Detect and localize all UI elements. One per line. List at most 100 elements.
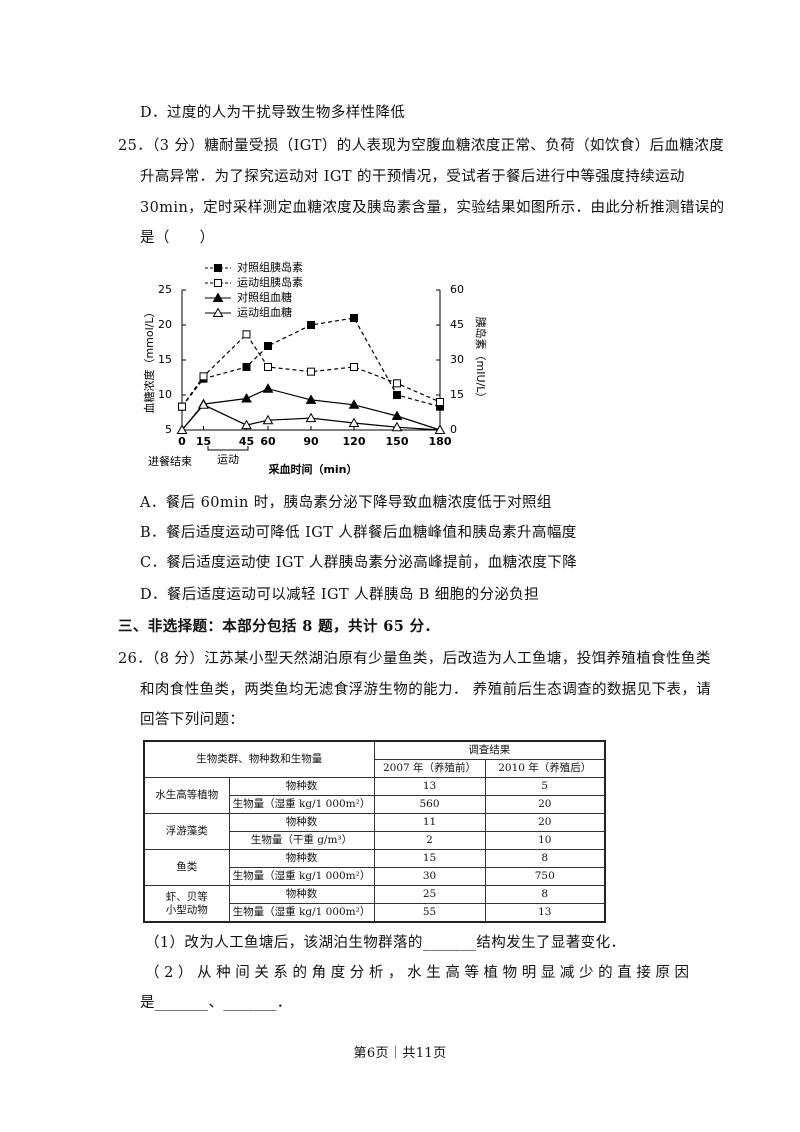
- header-cell: 调查结果: [373, 740, 606, 760]
- table-value: 20: [484, 795, 606, 814]
- row-label: 物种数: [228, 777, 375, 796]
- table-value: 30: [373, 867, 486, 886]
- series-line: [181, 333, 441, 408]
- x-tick-label: 60: [260, 435, 276, 448]
- marker: [434, 424, 446, 434]
- header-row: 2007 年（养殖前） 2010 年（养殖后）: [144, 759, 606, 778]
- table-value: 560: [373, 795, 486, 814]
- marker: [391, 421, 403, 432]
- marker: [178, 402, 186, 411]
- question-text: 26．（8 分）江苏某小型天然湖泊原有少量鱼类，后改造为人工鱼塘，投饵养殖植食性…: [118, 651, 711, 667]
- bracket: [207, 446, 249, 451]
- table-row: 浮游藻类 物种数 11 20: [143, 813, 606, 850]
- x-tick-label: 90: [303, 435, 319, 448]
- marker: [393, 379, 401, 388]
- header-cell: 生物类群、物种数和生物量: [143, 740, 375, 778]
- y-tick-label: 15: [158, 353, 172, 366]
- legend-label: 运动组胰岛素: [237, 275, 303, 289]
- marker: [350, 314, 358, 322]
- marker: [393, 391, 401, 399]
- group-name: 鱼类: [176, 861, 198, 873]
- group-cell: 浮游藻类: [143, 813, 230, 850]
- y-tick-label: 20: [158, 318, 172, 331]
- y2-tick-label: 30: [450, 353, 464, 366]
- table-body: 生物类群、物种数和生物量 调查结果 2007 年（养殖前） 2010 年（养殖后…: [143, 740, 606, 923]
- y-tick-label: 10: [158, 388, 172, 401]
- table-row: 鱼类 物种数 15 8: [143, 849, 606, 886]
- legend-label: 对照组血糖: [237, 290, 292, 304]
- group-name: 虾、贝等: [165, 890, 208, 903]
- table-value: 8: [484, 885, 606, 904]
- y2-tick-label: 45: [450, 318, 464, 331]
- table-value: 15: [373, 849, 486, 868]
- data-table: 生物类群、物种数和生物量 调查结果 2007 年（养殖前） 2010 年（养殖后…: [143, 740, 606, 923]
- row-label: 物种数: [228, 885, 375, 904]
- question-text: （1）改为人工鱼塘后，该湖泊生物群落的_______结构发生了显著变化．: [145, 935, 626, 951]
- table-value: 750: [484, 867, 606, 886]
- row-label: 生物量（干重 g/m³）: [228, 831, 375, 850]
- marker: [242, 363, 251, 371]
- header-cell: 2010 年（养殖后）: [484, 759, 606, 778]
- series-line: [181, 388, 441, 431]
- row-label: 物种数: [228, 813, 375, 832]
- question-text: 是（ ）: [140, 230, 215, 246]
- table-value: 11: [373, 813, 486, 832]
- y-tick-label: 5: [165, 423, 172, 436]
- table-row: 虾、贝等 小型动物 物种数 25 8: [143, 885, 606, 923]
- marker: [350, 363, 358, 371]
- question-text: 升高异常．为了探究运动对 IGT 的干预情况，受试者于餐后进行中等强度持续运动: [140, 169, 685, 185]
- marker: [391, 410, 403, 420]
- marker: [348, 399, 360, 409]
- table-value: 13: [484, 903, 606, 923]
- marker: [214, 279, 222, 287]
- marker: [264, 342, 272, 350]
- x-tick-label: 45: [239, 435, 254, 448]
- table-value: 10: [484, 831, 606, 850]
- row-label: 生物量（湿重 kg/1 000m²）: [228, 795, 375, 814]
- x-tick-label: 150: [386, 435, 409, 448]
- marker: [198, 399, 209, 409]
- option: D．过度的人为干扰导致生物多样性降低: [140, 105, 406, 121]
- option: C．餐后适度运动使 IGT 人群胰岛素分泌高峰提前，血糖浓度下降: [140, 555, 578, 571]
- row-label: 生物量（湿重 kg/1 000m²）: [228, 867, 375, 886]
- row-label: 物种数: [228, 849, 375, 868]
- y2-tick-label: 0: [450, 423, 457, 436]
- y2-tick-label: 60: [450, 283, 464, 296]
- group-cell: 鱼类: [143, 849, 230, 886]
- marker: [436, 398, 444, 406]
- series-line: [181, 317, 441, 408]
- question-text: 30min，定时采样测定血糖浓度及胰岛素含量，实验结果如图所示．由此分析推测错误…: [140, 200, 725, 216]
- marker: [241, 392, 252, 403]
- legend-label: 对照组胰岛素: [237, 260, 303, 274]
- x-tick-label: 0: [178, 435, 186, 448]
- marker: [214, 264, 222, 272]
- table-row: 生物量（湿重 kg/1 000m²） 55 13: [144, 903, 606, 923]
- marker: [348, 417, 360, 427]
- marker: [307, 321, 315, 329]
- question-text: （2）从种间关系的角度分析，水生高等植物明显减少的直接原因: [145, 965, 694, 981]
- y-axis-label: 血糖浓度（mmol/L）: [142, 306, 156, 413]
- question-text: 和肉食性鱼类，两类鱼均无滤食浮游生物的能力． 养殖前后生态调查的数据见下表，请: [140, 682, 712, 698]
- question-text: 回答下列问题：: [140, 712, 245, 728]
- annotation: 运动: [217, 453, 239, 466]
- group-cell: 水生高等植物: [143, 777, 230, 814]
- footer: 第6页｜共11页: [353, 1046, 447, 1061]
- x-tick-label: 180: [429, 435, 452, 448]
- group-name: 浮游藻类: [165, 825, 208, 837]
- table-value: 25: [373, 885, 486, 904]
- marker: [262, 414, 274, 425]
- header-cell: 2007 年（养殖前）: [373, 759, 486, 778]
- table-row: 水生高等植物 物种数 13 5: [143, 777, 606, 814]
- x-tick-label: 120: [343, 435, 366, 448]
- marker: [242, 330, 251, 339]
- table-value: 5: [484, 777, 606, 796]
- table-value: 8: [484, 849, 606, 868]
- group-cell: 虾、贝等 小型动物: [143, 885, 230, 923]
- group-name: 小型动物: [165, 903, 208, 916]
- y2-axis-label: 胰岛素（mIU/L）: [474, 317, 488, 404]
- group-name: 水生高等植物: [155, 789, 219, 801]
- table-value: 13: [373, 777, 486, 796]
- marker: [212, 307, 224, 317]
- y-tick-label: 25: [158, 283, 172, 296]
